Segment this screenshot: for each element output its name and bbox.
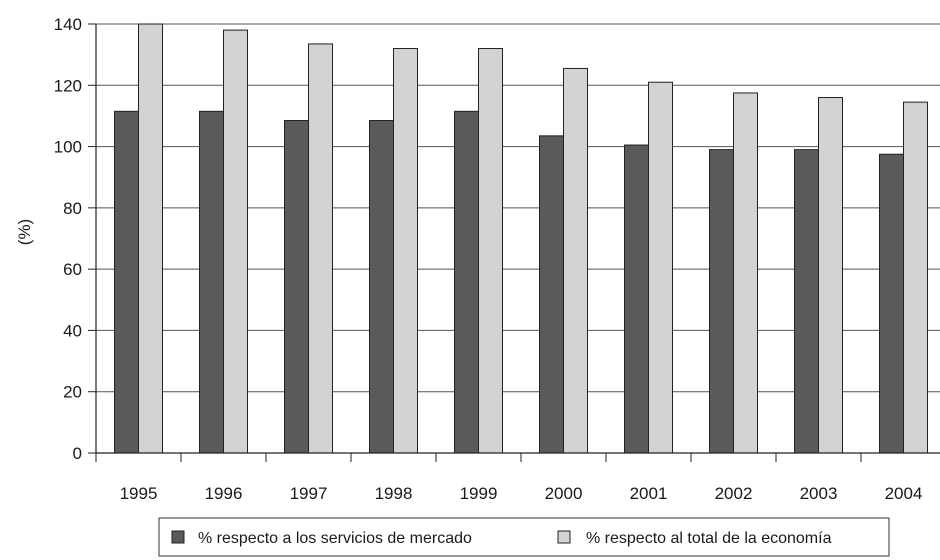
x-tick-label-1998: 1998 xyxy=(375,484,413,503)
x-tick-label-2004: 2004 xyxy=(885,484,923,503)
bar-total-1997 xyxy=(308,43,333,454)
y-tick-label-0: 0 xyxy=(73,444,82,463)
bar-servicios-1997 xyxy=(284,120,309,454)
y-tick-label-120: 120 xyxy=(54,76,82,95)
legend-box xyxy=(158,517,890,557)
legend: % respecto a los servicios de mercado % … xyxy=(158,517,890,557)
bar-servicios-2003 xyxy=(794,149,819,454)
bar-total-1996 xyxy=(223,29,248,454)
bar-servicios-1998 xyxy=(369,120,394,454)
legend-swatch-total xyxy=(557,530,571,544)
y-tick-label-140: 140 xyxy=(54,15,82,34)
bar-servicios-2002 xyxy=(709,149,734,454)
bar-total-2001 xyxy=(648,81,673,454)
x-tick-label-2000: 2000 xyxy=(545,484,583,503)
bar-servicios-1995 xyxy=(114,110,139,454)
legend-label-total: % respecto al total de la economía xyxy=(586,530,832,547)
bar-total-2004 xyxy=(903,101,928,454)
bar-total-2000 xyxy=(563,67,588,454)
x-tick-label-1996: 1996 xyxy=(205,484,243,503)
y-tick-label-60: 60 xyxy=(63,260,82,279)
legend-label-servicios: % respecto a los servicios de mercado xyxy=(198,530,472,547)
x-tick-label-2003: 2003 xyxy=(800,484,838,503)
bar-total-1998 xyxy=(393,48,418,454)
bar-total-1999 xyxy=(478,48,503,454)
y-tick-label-100: 100 xyxy=(54,138,82,157)
x-tick-label-1995: 1995 xyxy=(120,484,158,503)
y-tick-label-80: 80 xyxy=(63,199,82,218)
bar-servicios-2004 xyxy=(879,153,904,454)
bar-servicios-2000 xyxy=(539,135,564,454)
axes xyxy=(88,23,940,462)
legend-swatch-servicios xyxy=(171,530,185,544)
x-tick-label-1999: 1999 xyxy=(460,484,498,503)
y-tick-labels: 0 20 40 60 80 100 120 140 xyxy=(54,15,82,463)
y-axis-title: (%) xyxy=(15,219,34,245)
bars xyxy=(114,23,928,454)
x-tick-label-1997: 1997 xyxy=(290,484,328,503)
bar-servicios-1999 xyxy=(454,110,479,454)
x-tick-label-2002: 2002 xyxy=(715,484,753,503)
bar-servicios-1996 xyxy=(199,110,224,454)
x-tick-labels: 1995 1996 1997 1998 1999 2000 2001 2002 2003 2004 xyxy=(120,484,923,503)
bar-total-1995 xyxy=(138,23,163,454)
x-tick-label-2001: 2001 xyxy=(630,484,668,503)
bar-total-2002 xyxy=(733,92,758,454)
bar-total-2003 xyxy=(818,97,843,454)
bar-servicios-2001 xyxy=(624,144,649,454)
y-tick-label-20: 20 xyxy=(63,383,82,402)
y-tick-label-40: 40 xyxy=(63,321,82,340)
